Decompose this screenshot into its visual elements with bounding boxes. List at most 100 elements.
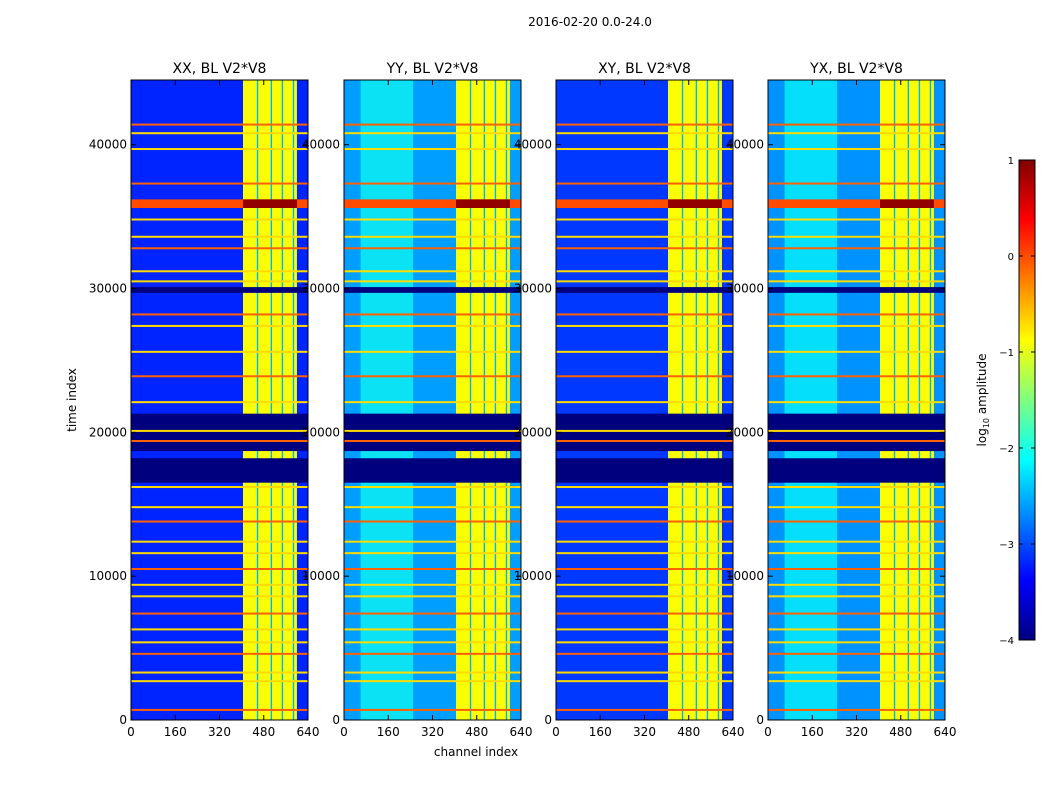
x-tick-label: 480 <box>465 725 488 739</box>
rfi-row <box>344 595 521 598</box>
rfi-row <box>344 708 521 711</box>
rfi-row <box>344 218 521 221</box>
x-tick-label: 160 <box>801 725 824 739</box>
rfi-row <box>131 280 308 283</box>
rfi-row <box>768 429 945 432</box>
panel-title: XY, BL V2*V8 <box>598 61 691 77</box>
rfi-row <box>768 148 945 151</box>
y-tick-label: 40000 <box>89 138 127 152</box>
panel-title: XX, BL V2*V8 <box>173 61 267 77</box>
band-gap <box>270 80 273 720</box>
rfi-row <box>768 235 945 238</box>
rfi-row <box>344 270 521 273</box>
rfi-row <box>556 628 733 631</box>
x-tick-label: 160 <box>164 725 187 739</box>
band-gap <box>681 80 684 720</box>
rfi-row <box>556 595 733 598</box>
y-tick-label: 10000 <box>514 569 552 583</box>
rfi-row <box>344 652 521 655</box>
rfi-row <box>768 583 945 586</box>
colorbar-tick-label: −2 <box>999 444 1014 455</box>
rfi-row <box>344 486 521 489</box>
rfi-row <box>131 235 308 238</box>
rfi-row <box>556 506 733 509</box>
panels: XX, BL V2*V8 0 160 320 480 640 0 10000 20000 3000… <box>89 61 957 739</box>
x-tick-label: 160 <box>589 725 612 739</box>
rfi-row <box>131 680 308 683</box>
x-tick-label: 320 <box>421 725 444 739</box>
flagged-range <box>131 287 308 293</box>
y-tick-label: 30000 <box>726 282 764 296</box>
panel-yy: YY, BL V2*V8 0 160 320 480 640 0 10000 20000 3000… <box>302 61 533 739</box>
rfi-row <box>131 182 308 185</box>
panel-xy: XY, BL V2*V8 0 160 320 480 640 0 10000 20000 3000… <box>514 61 745 739</box>
saturated-band <box>456 199 510 208</box>
rfi-row <box>768 218 945 221</box>
x-tick-label: 640 <box>297 725 320 739</box>
rfi-row <box>344 520 521 523</box>
rfi-row <box>344 247 521 250</box>
rfi-row <box>344 350 521 353</box>
x-tick-label: 0 <box>764 725 772 739</box>
rfi-row <box>344 182 521 185</box>
rfi-row <box>131 439 308 442</box>
panel-xx: XX, BL V2*V8 0 160 320 480 640 0 10000 20000 3000… <box>89 61 320 739</box>
rfi-row <box>556 313 733 316</box>
x-tick-label: 0 <box>127 725 135 739</box>
y-tick-label: 0 <box>119 713 127 727</box>
rfi-row <box>131 628 308 631</box>
rfi-row <box>344 123 521 126</box>
x-tick-label: 320 <box>208 725 231 739</box>
rfi-row <box>344 148 521 151</box>
rfi-row <box>344 401 521 404</box>
x-tick-label: 480 <box>889 725 912 739</box>
rfi-row <box>131 506 308 509</box>
bright-band <box>668 80 722 720</box>
rfi-row <box>768 641 945 644</box>
rfi-row <box>556 540 733 543</box>
rfi-row <box>131 429 308 432</box>
rfi-row <box>131 123 308 126</box>
y-tick-label: 20000 <box>514 425 552 439</box>
band-gap <box>706 80 709 720</box>
bright-band <box>880 80 934 720</box>
flagged-range <box>344 458 521 483</box>
bright-band <box>456 80 510 720</box>
rfi-row <box>768 652 945 655</box>
rfi-row <box>131 324 308 327</box>
rfi-row <box>131 247 308 250</box>
rfi-row <box>768 439 945 442</box>
band-gap <box>256 80 259 720</box>
heatmap-image <box>131 80 308 720</box>
rfi-row <box>556 235 733 238</box>
rfi-row <box>768 280 945 283</box>
colorbar-tick-label: 1 <box>1008 156 1014 167</box>
rfi-row <box>556 324 733 327</box>
rfi-row <box>344 375 521 378</box>
y-tick-label: 40000 <box>302 138 340 152</box>
rfi-row <box>768 132 945 135</box>
rfi-row <box>344 641 521 644</box>
rfi-row <box>556 132 733 135</box>
rfi-row <box>556 350 733 353</box>
x-tick-label: 0 <box>340 725 348 739</box>
band-gap <box>292 80 295 720</box>
band-gap <box>918 80 921 720</box>
flagged-range <box>768 287 945 293</box>
flagged-range <box>344 287 521 293</box>
band-gap <box>893 80 896 720</box>
x-tick-label: 320 <box>633 725 656 739</box>
rfi-row <box>131 218 308 221</box>
rfi-row <box>768 486 945 489</box>
rfi-row <box>131 270 308 273</box>
rfi-row <box>768 324 945 327</box>
band-gap <box>695 80 698 720</box>
flagged-range <box>556 287 733 293</box>
rfi-row <box>556 429 733 432</box>
rfi-row <box>131 520 308 523</box>
rfi-row <box>131 552 308 555</box>
y-tick-label: 40000 <box>726 138 764 152</box>
colorbar-gradient <box>1018 159 1036 641</box>
rfi-row <box>556 583 733 586</box>
rfi-row <box>556 567 733 570</box>
